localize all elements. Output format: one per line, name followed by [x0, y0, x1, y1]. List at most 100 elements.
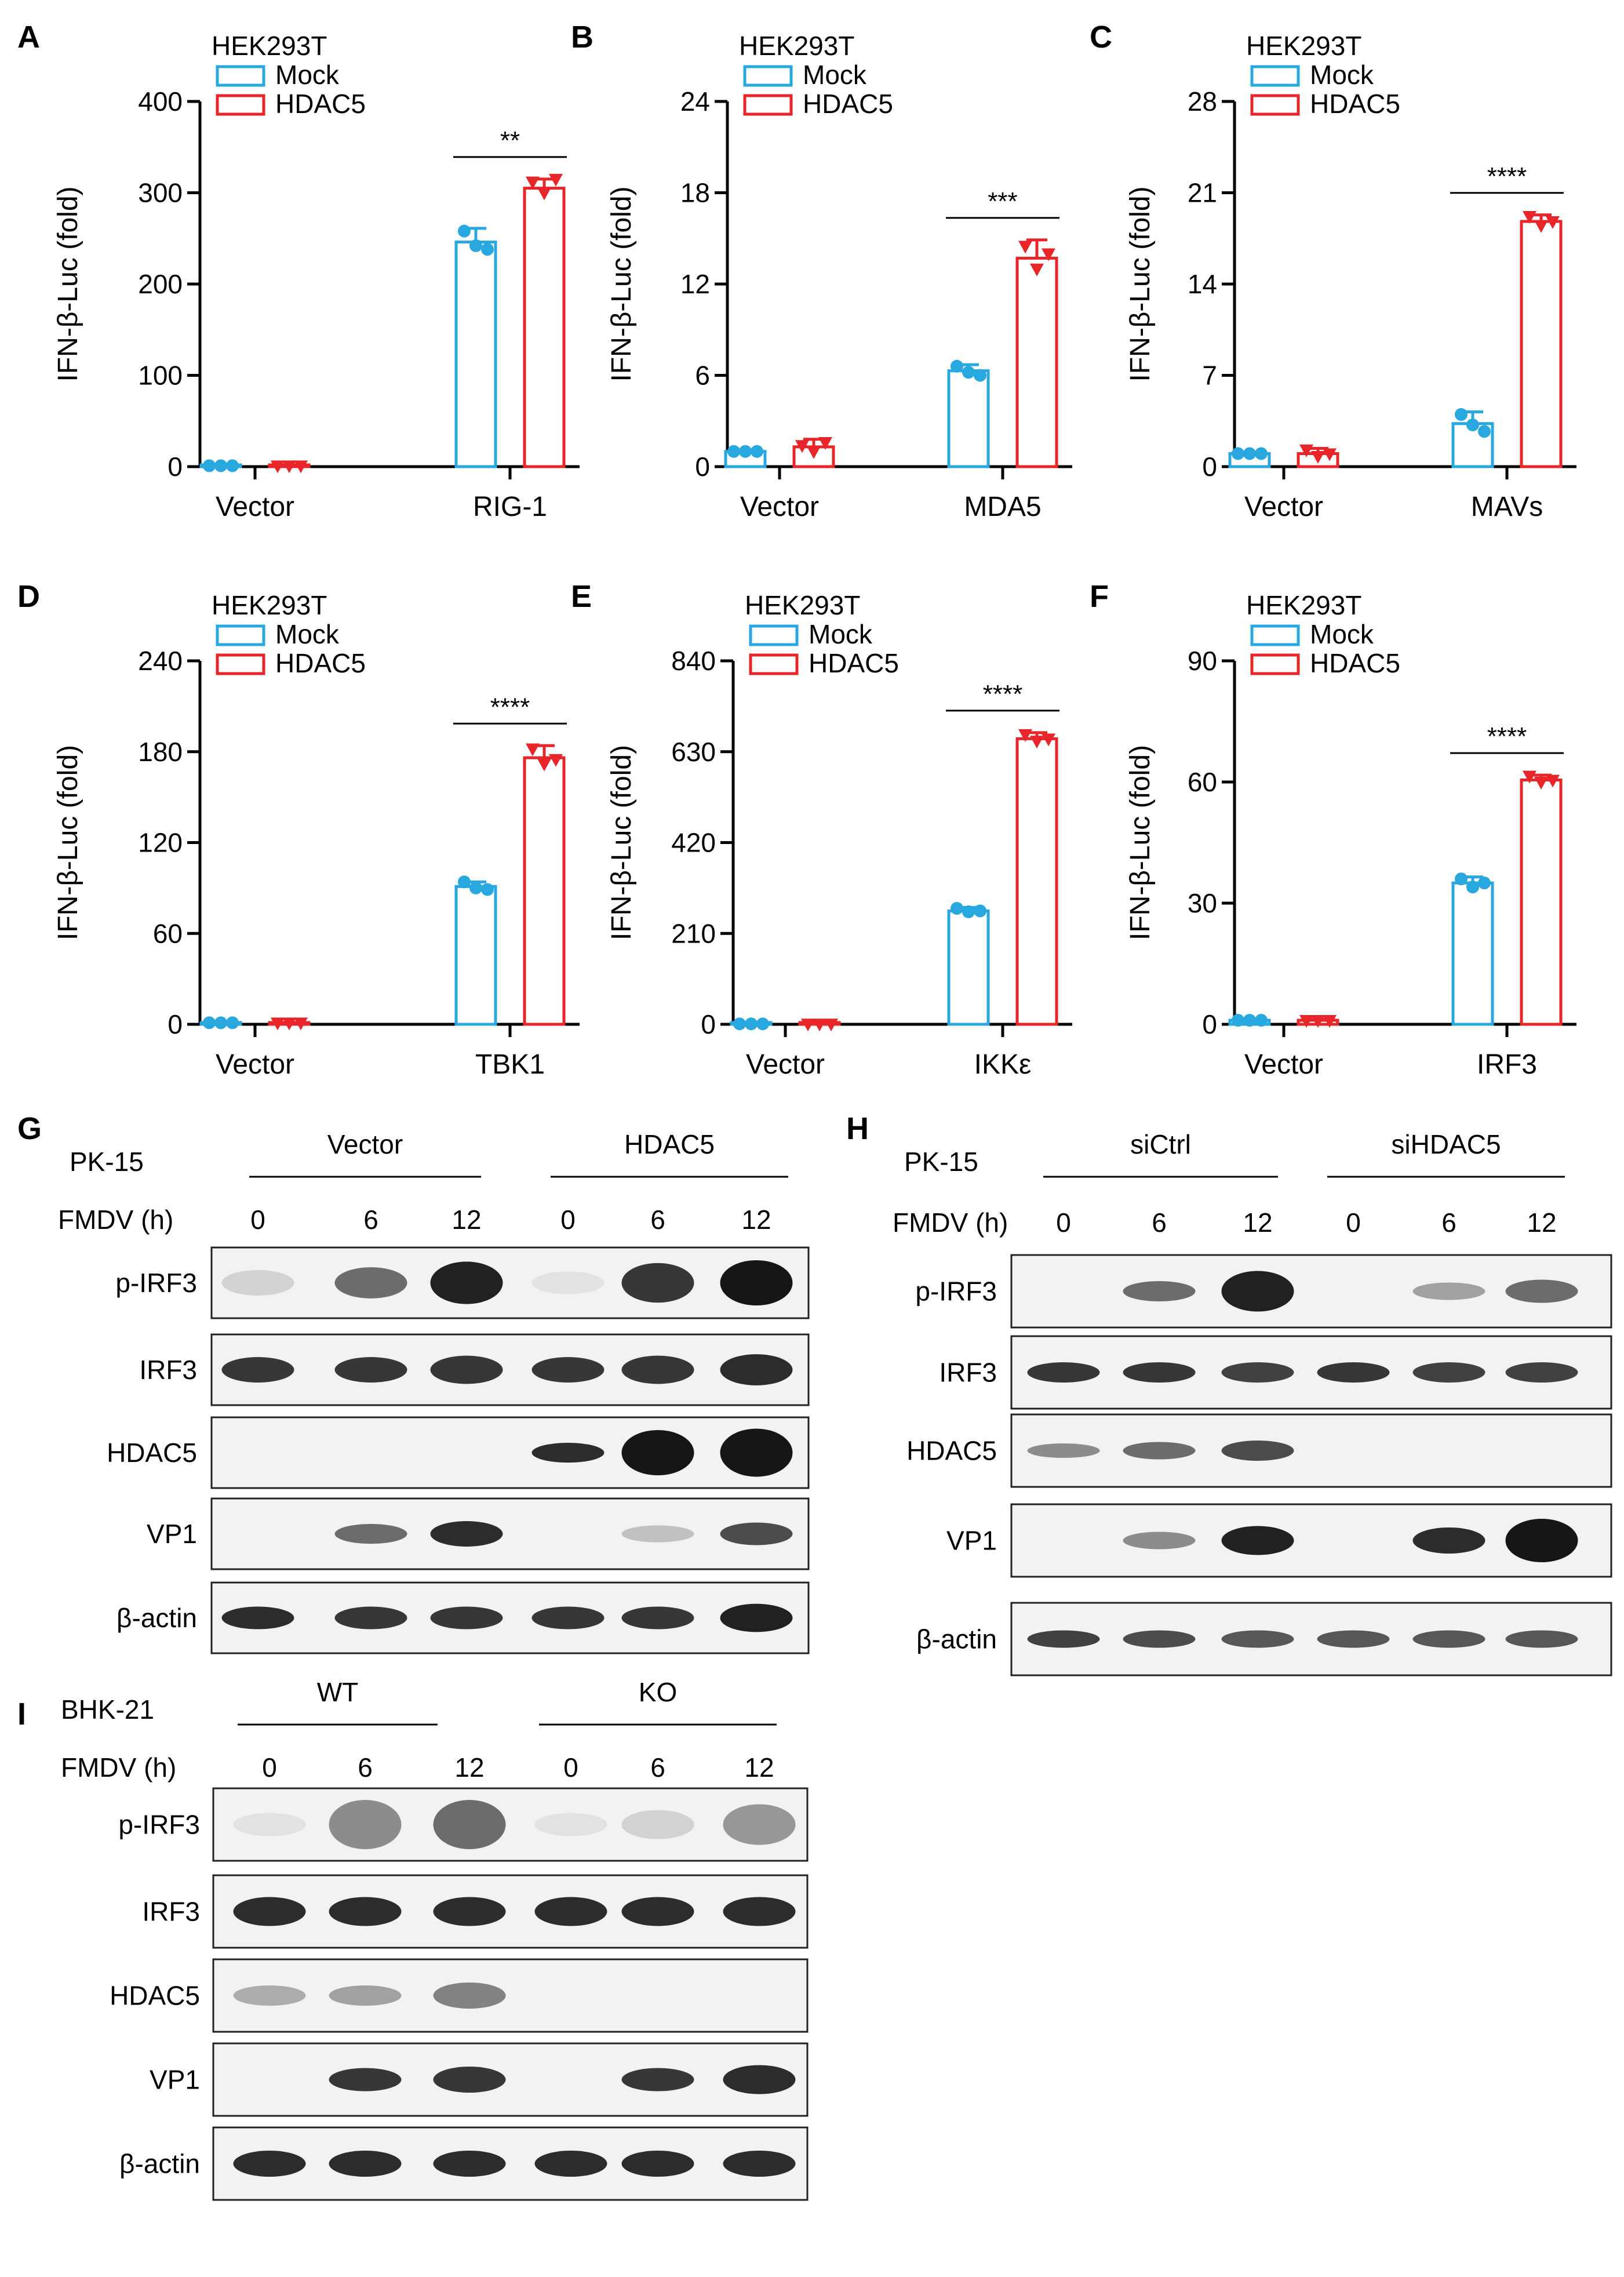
- data-point-hdac5: [1323, 448, 1337, 461]
- blot-band: [430, 1355, 503, 1384]
- y-tick-label: 7: [1202, 361, 1217, 391]
- data-point-mock: [469, 881, 482, 894]
- blot-band: [1221, 1441, 1294, 1461]
- y-axis-title: IFN-β-Luc (fold): [606, 187, 637, 382]
- legend-swatch-mock: [743, 65, 793, 87]
- time-label: 12: [741, 1205, 771, 1235]
- data-point-mock: [727, 445, 740, 458]
- y-tick-label: 28: [1188, 86, 1217, 117]
- blot-row: HDAC5: [906, 1413, 1612, 1488]
- x-tick-label: Vector: [746, 1049, 825, 1080]
- blot-row: β-actin: [116, 1581, 810, 1654]
- blot-row: p-IRF3: [118, 1787, 809, 1862]
- blot-band: [1505, 1630, 1578, 1648]
- y-axis-title: IFN-β-Luc (fold): [53, 745, 83, 940]
- blot-band: [534, 1897, 607, 1926]
- blot-band: [621, 1355, 694, 1384]
- blot-band: [221, 1270, 294, 1296]
- data-point-hdac5: [1030, 736, 1044, 749]
- data-point-mock: [203, 459, 216, 472]
- blot-row-label: HDAC5: [107, 1438, 197, 1468]
- blot-band: [723, 1897, 796, 1926]
- data-point-hdac5: [807, 446, 821, 459]
- panel-label: I: [17, 1697, 26, 1732]
- panel-label: G: [17, 1111, 42, 1146]
- y-tick-label: 400: [138, 86, 183, 117]
- data-point-mock: [1455, 408, 1468, 421]
- data-point-mock: [1255, 1014, 1268, 1027]
- y-tick-label: 100: [138, 361, 183, 391]
- legend-label-hdac5: HDAC5: [809, 648, 899, 678]
- data-point-hdac5: [1323, 1015, 1337, 1028]
- y-axis-title: IFN-β-Luc (fold): [606, 745, 637, 940]
- blot-band: [1317, 1630, 1390, 1648]
- bar-mock: [1451, 881, 1494, 1026]
- blot-row: β-actin: [119, 2126, 809, 2201]
- data-point-mock: [458, 224, 471, 238]
- group-label-2: siHDAC5: [1391, 1129, 1501, 1159]
- data-point-hdac5: [1042, 248, 1055, 261]
- data-point-mock: [1455, 872, 1468, 886]
- blot-band: [621, 2151, 694, 2177]
- legend-title: HEK293T: [1246, 31, 1361, 61]
- blot-band: [430, 1521, 503, 1547]
- chart-panel-d: D 0 60 120 180 240 IFN-β-Luc (fold) Vector TBK1 H…: [17, 579, 580, 1080]
- data-point-mock: [1478, 425, 1491, 438]
- chart-panel-a: A 0 100 200 300 400 IFN-β-Luc (fold) Vector RIG-…: [17, 20, 580, 522]
- blot-band: [534, 1813, 607, 1836]
- time-label: 12: [451, 1205, 481, 1235]
- data-point-hdac5: [526, 743, 540, 756]
- blot-band: [334, 1523, 407, 1544]
- time-label: 12: [454, 1752, 484, 1783]
- y-tick-label: 300: [138, 178, 183, 208]
- cell-line-label: PK-15: [70, 1147, 144, 1177]
- legend-swatch-mock: [749, 624, 799, 646]
- x-tick-label: IRF3: [1477, 1049, 1537, 1080]
- chart-panel-b: B 0 6 12 18 24 IFN-β-Luc (fold) Vector MDA5 HEK29…: [571, 20, 1072, 522]
- data-point-hdac5: [537, 758, 551, 772]
- data-point-hdac5: [801, 1019, 815, 1032]
- data-point-hdac5: [271, 460, 285, 474]
- x-tick-label: MDA5: [964, 492, 1041, 522]
- cell-line-label: PK-15: [904, 1147, 978, 1177]
- blot-row: HDAC5: [110, 1958, 809, 2033]
- data-point-mock: [756, 1017, 769, 1031]
- blot-band: [720, 1603, 793, 1632]
- data-point-hdac5: [549, 754, 563, 767]
- blot-membrane: [210, 1581, 810, 1654]
- x-tick-label: TBK1: [475, 1049, 545, 1080]
- legend-swatch-hdac5: [216, 653, 265, 675]
- data-point-mock: [1466, 419, 1479, 431]
- data-point-mock: [1232, 1014, 1244, 1027]
- blot-band: [534, 2151, 607, 2177]
- group-label-1: siCtrl: [1130, 1129, 1191, 1159]
- blot-row-label: VP1: [150, 2065, 200, 2095]
- blot-band: [1221, 1630, 1294, 1648]
- time-label: 6: [1441, 1207, 1456, 1238]
- legend-title: HEK293T: [1246, 590, 1361, 620]
- blot-band: [1123, 1630, 1196, 1648]
- panel-label: E: [571, 579, 592, 614]
- data-point-hdac5: [282, 1017, 296, 1031]
- blot-row: VP1: [147, 1497, 810, 1570]
- group-label-2: KO: [639, 1677, 677, 1707]
- blot-row-label: IRF3: [139, 1355, 197, 1385]
- data-point-mock: [214, 459, 227, 472]
- significance-label: ****: [490, 693, 530, 721]
- data-point-mock: [1255, 447, 1268, 460]
- blot-row: IRF3: [939, 1335, 1612, 1410]
- y-tick-label: 0: [168, 1009, 183, 1039]
- data-point-hdac5: [1534, 220, 1548, 233]
- data-point-mock: [481, 243, 494, 256]
- blot-band: [1123, 1532, 1196, 1549]
- y-tick-label: 0: [701, 1009, 716, 1039]
- blot-row-label: p-IRF3: [915, 1276, 997, 1307]
- blot-membrane: [212, 2042, 809, 2117]
- legend-label-mock: Mock: [1310, 619, 1374, 649]
- bar-mock: [947, 909, 990, 1026]
- blot-membrane: [212, 1958, 809, 2033]
- significance-label: ****: [1487, 162, 1527, 191]
- blot-band: [334, 1267, 407, 1298]
- legend-label-mock: Mock: [1310, 60, 1374, 90]
- group-label-1: Vector: [327, 1129, 403, 1159]
